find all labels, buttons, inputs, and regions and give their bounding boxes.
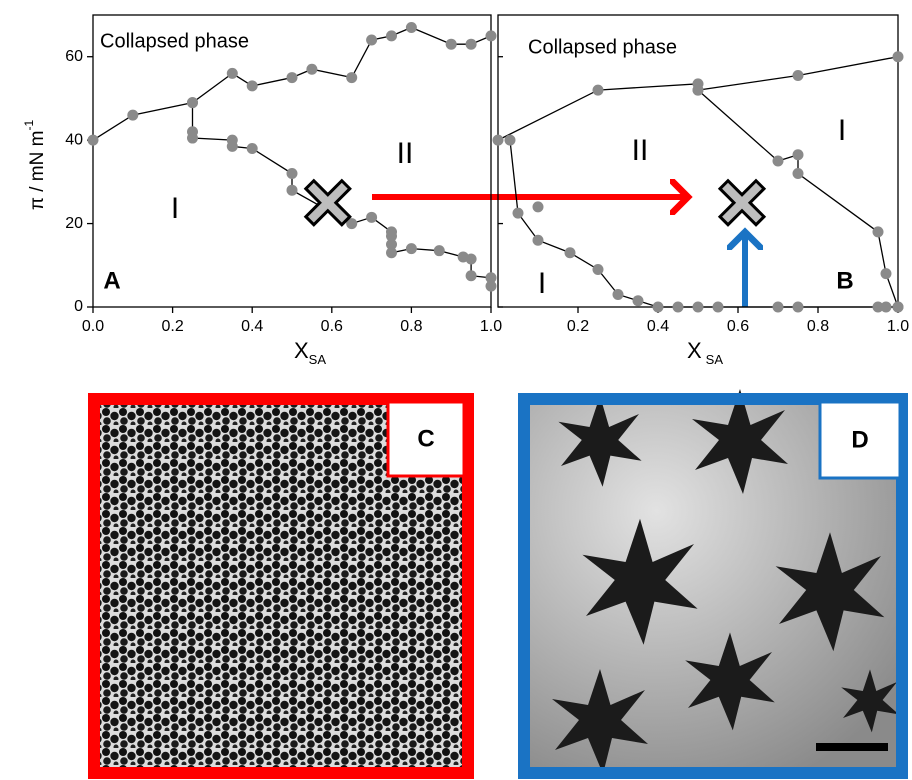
data-point — [793, 168, 804, 179]
data-point — [693, 85, 704, 96]
data-point — [486, 281, 497, 292]
data-point — [881, 302, 892, 313]
annotation: II — [632, 134, 649, 167]
x-tick-label: 0.2 — [161, 318, 183, 335]
y-axis-label: π / mN m-1 — [22, 120, 48, 211]
x-tick-label: 0.0 — [82, 318, 104, 335]
data-point — [533, 235, 544, 246]
data-point — [653, 302, 664, 313]
data-point — [693, 302, 704, 313]
x-tick-label: 1.0 — [480, 318, 502, 335]
data-point — [893, 51, 904, 62]
data-point — [247, 143, 258, 154]
data-point — [466, 39, 477, 50]
x-tick-label: 0.2 — [567, 318, 589, 335]
data-point — [434, 245, 445, 256]
data-point — [793, 149, 804, 160]
x-tick-label: 0.4 — [241, 318, 263, 335]
annotation: I — [538, 267, 546, 300]
x-axis-label: X SA — [687, 338, 723, 368]
micrograph-c: C — [94, 399, 468, 773]
state-point — [720, 181, 764, 225]
data-point — [306, 64, 317, 75]
x-axis-label-sub: SA — [706, 352, 724, 367]
data-point — [287, 185, 298, 196]
annotation: I — [171, 192, 179, 225]
data-point — [466, 254, 477, 265]
x-axis-label-main: X — [687, 338, 702, 363]
annotation: I — [838, 114, 846, 147]
y-axis-label-sup: -1 — [22, 120, 36, 131]
data-point — [613, 289, 624, 300]
y-axis-label-main: π / mN m — [27, 131, 48, 211]
data-point — [247, 80, 258, 91]
panel-label: B — [836, 267, 853, 294]
micrograph-d: D — [524, 389, 902, 774]
x-tick-label: 0.8 — [807, 318, 829, 335]
annotation: II — [397, 137, 414, 170]
data-point — [593, 85, 604, 96]
data-point — [406, 22, 417, 33]
data-point — [187, 97, 198, 108]
figure: C D 0.0 0.2 0.4 0.6 0.8 1.0 0 20 40 60 Collapsed p… — [0, 0, 912, 780]
data-point — [493, 135, 504, 146]
x-tick-label: 0.4 — [647, 318, 669, 335]
data-point — [513, 208, 524, 219]
data-point — [386, 247, 397, 258]
data-point — [386, 30, 397, 41]
x-tick-label: 0.6 — [321, 318, 343, 335]
data-point — [873, 226, 884, 237]
x-tick-label: 0.6 — [727, 318, 749, 335]
state-point — [306, 181, 350, 225]
data-point — [187, 133, 198, 144]
data-point — [486, 30, 497, 41]
data-point — [406, 243, 417, 254]
data-point — [366, 35, 377, 46]
data-point — [227, 68, 238, 79]
data-point — [287, 72, 298, 83]
annotation: Collapsed phase — [100, 30, 249, 52]
panel-label: C — [417, 425, 434, 452]
data-point — [793, 302, 804, 313]
data-point — [287, 168, 298, 179]
data-point — [881, 268, 892, 279]
data-point — [633, 295, 644, 306]
x-tick-label: 0.8 — [400, 318, 422, 335]
data-point — [713, 302, 724, 313]
annotation: Collapsed phase — [528, 36, 677, 58]
data-point — [893, 302, 904, 313]
x-axis-label: XSA — [294, 338, 326, 368]
plot-frame — [93, 15, 491, 307]
data-point — [773, 156, 784, 167]
data-point — [593, 264, 604, 275]
y-tick-label: 60 — [65, 48, 83, 65]
data-point — [565, 247, 576, 258]
panel-label: A — [103, 267, 120, 294]
data-point — [673, 302, 684, 313]
y-tick-label: 0 — [74, 298, 83, 315]
data-point — [505, 135, 516, 146]
data-point — [227, 141, 238, 152]
y-tick-label: 40 — [65, 131, 83, 148]
x-tick-label: 1.0 — [887, 318, 909, 335]
plot-frame — [498, 15, 898, 307]
data-point — [366, 212, 377, 223]
data-point — [127, 110, 138, 121]
data-point — [773, 302, 784, 313]
data-point — [88, 135, 99, 146]
data-point — [793, 70, 804, 81]
y-tick-label: 20 — [65, 215, 83, 232]
panel-label: D — [851, 426, 868, 453]
data-point — [466, 270, 477, 281]
x-axis-label-sub: SA — [309, 352, 327, 367]
data-point — [346, 72, 357, 83]
data-point — [446, 39, 457, 50]
data-point — [533, 201, 544, 212]
x-axis-label-main: X — [294, 338, 309, 363]
